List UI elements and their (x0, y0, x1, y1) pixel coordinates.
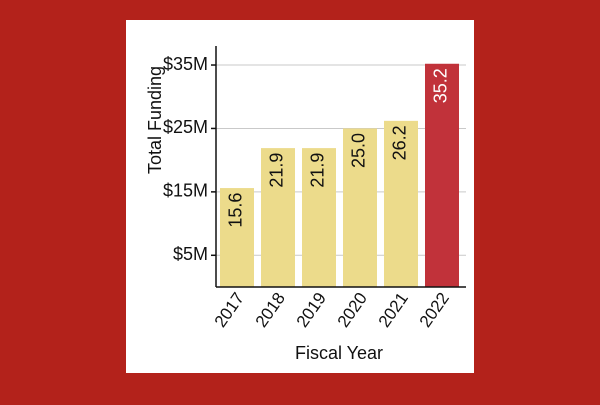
x-tick-label: 2020 (334, 289, 371, 331)
y-tick-label: $25M (163, 117, 208, 137)
y-tick-label: $5M (173, 244, 208, 264)
y-ticks: $5M $15M $25M $35M (163, 54, 216, 264)
bar-2022 (425, 63, 459, 287)
bar-2018 (261, 148, 295, 287)
x-tick-label: 2019 (293, 289, 330, 331)
data-label-2022: 35.2 (431, 68, 451, 103)
bars (220, 63, 459, 287)
data-label-2019: 21.9 (308, 153, 328, 188)
bar-2019 (302, 148, 336, 287)
bar-2020 (343, 128, 377, 287)
y-axis-title: Total Funding (145, 66, 165, 174)
bar-2021 (384, 120, 418, 287)
x-axis-title: Fiscal Year (295, 343, 383, 363)
x-tick-label: 2022 (416, 289, 453, 331)
axes (215, 46, 466, 288)
data-label-2020: 25.0 (349, 133, 369, 168)
data-labels: 15.6 21.9 21.9 25.0 26.2 35.2 (226, 68, 451, 227)
data-label-2017: 15.6 (226, 193, 246, 228)
gridlines (216, 64, 466, 256)
x-tick-label: 2021 (375, 289, 412, 331)
bar-2017 (220, 188, 254, 287)
y-tick-label: $15M (163, 181, 208, 201)
x-ticks: 2017 2018 2019 2020 2021 2022 (211, 289, 453, 331)
data-label-2018: 21.9 (267, 153, 287, 188)
x-tick-label: 2017 (211, 289, 248, 331)
bar-chart: 15.6 21.9 21.9 25.0 26.2 35.2 $5M $15M $25M $35M… (145, 46, 466, 363)
y-tick-label: $35M (163, 54, 208, 74)
data-label-2021: 26.2 (390, 125, 410, 160)
x-tick-label: 2018 (252, 289, 289, 331)
chart-panel: 15.6 21.9 21.9 25.0 26.2 35.2 $5M $15M $25M $35M… (126, 20, 474, 373)
